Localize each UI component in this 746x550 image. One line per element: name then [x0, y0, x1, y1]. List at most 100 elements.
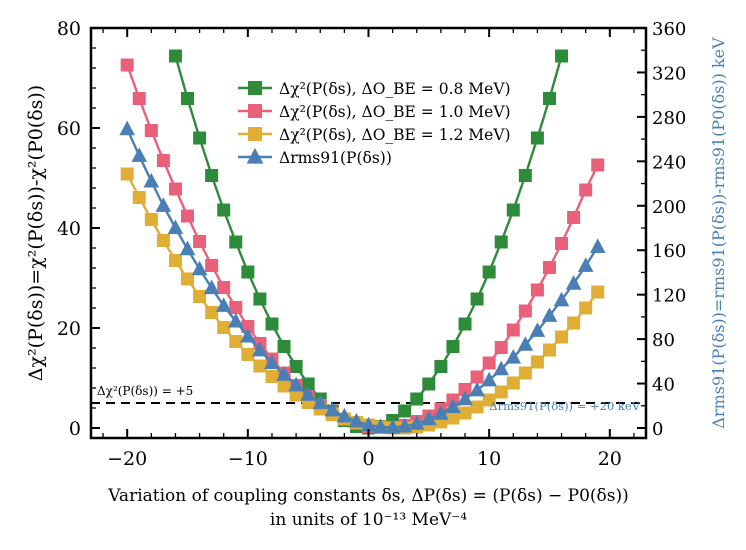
- y2-tick-label: 360: [652, 19, 686, 40]
- y2-tick-label: 40: [652, 375, 675, 396]
- data-point: [493, 360, 510, 376]
- data-point: [517, 336, 534, 351]
- data-point: [215, 297, 232, 312]
- data-point: [348, 412, 365, 428]
- data-point: [288, 376, 304, 392]
- data-point: [203, 279, 220, 295]
- data-point: [179, 240, 196, 256]
- data-point: [156, 154, 170, 167]
- data-point: [445, 398, 461, 414]
- data-point: [555, 330, 569, 344]
- data-point: [529, 322, 546, 337]
- x-tick-label: −20: [107, 448, 147, 470]
- data-point: [494, 235, 508, 249]
- data-point: [518, 366, 532, 380]
- data-point: [469, 381, 485, 397]
- data-point: [530, 283, 544, 297]
- data-point: [446, 340, 460, 353]
- data-point: [241, 320, 255, 333]
- data-point: [227, 312, 244, 328]
- data-point: [132, 92, 146, 105]
- legend-entry-0: Δχ²(P(δs), ΔO_BE = 0.8 MeV): [238, 80, 511, 98]
- y2-tick-label: 120: [652, 286, 686, 307]
- data-point: [446, 411, 460, 425]
- data-point: [229, 235, 243, 249]
- data-point: [506, 203, 520, 217]
- data-point: [253, 292, 267, 306]
- data-point: [120, 167, 134, 181]
- data-point: [193, 131, 207, 145]
- data-point: [168, 49, 182, 63]
- x-tick-label: −10: [228, 448, 268, 470]
- data-point: [168, 182, 182, 196]
- data-point: [193, 235, 207, 248]
- data-point: [168, 254, 182, 267]
- x-tick-label: 0: [362, 448, 374, 470]
- data-point: [494, 341, 508, 354]
- data-point: [506, 376, 520, 390]
- y-axis-label: Δχ²(P(δs))=χ²(P(δs))-χ²(P0(δs)): [25, 85, 47, 381]
- data-point: [217, 203, 231, 217]
- data-point: [470, 400, 484, 414]
- data-point: [433, 405, 449, 420]
- data-point: [458, 383, 472, 396]
- data-point: [205, 169, 219, 182]
- data-point: [131, 147, 148, 162]
- data-point: [470, 370, 484, 384]
- data-point: [470, 292, 484, 306]
- data-point: [506, 323, 520, 337]
- y2-tick-label: 240: [652, 152, 686, 173]
- data-point: [253, 359, 267, 373]
- data-point: [300, 386, 316, 401]
- data-point: [264, 354, 280, 370]
- data-point: [457, 390, 473, 406]
- data-point: [398, 404, 412, 418]
- legend-marker: [248, 104, 262, 118]
- legend-marker: [248, 127, 262, 141]
- data-point: [384, 418, 401, 434]
- data-point: [591, 158, 605, 172]
- x-tick-label: 10: [477, 448, 501, 470]
- x-axis-label-units: in units of 10⁻¹³ MeV⁻⁴: [270, 510, 467, 530]
- y2-tick-label: 200: [652, 197, 686, 218]
- data-point: [265, 317, 279, 331]
- data-point: [421, 410, 437, 426]
- data-point: [579, 301, 593, 315]
- data-point: [422, 377, 436, 391]
- y-tick-label: 40: [57, 218, 81, 240]
- data-point: [567, 211, 581, 224]
- data-point: [144, 124, 158, 137]
- y2-axis-label: Δrms91(P(δs))=rms91(P(δs))-rms91(P0(δs))…: [709, 37, 728, 429]
- legend-label: Δχ²(P(δs), ΔO_BE = 1.2 MeV): [279, 126, 511, 144]
- legend-entry-1: Δχ²(P(δs), ΔO_BE = 1.0 MeV): [238, 103, 511, 121]
- data-point: [542, 261, 556, 274]
- data-point: [541, 307, 558, 322]
- data-point: [144, 213, 158, 226]
- data-point: [530, 355, 544, 369]
- data-point: [408, 415, 425, 430]
- data-point: [482, 356, 496, 370]
- y2-tick-label: 160: [652, 241, 686, 262]
- data-point: [518, 169, 532, 182]
- data-point: [120, 58, 134, 72]
- y2-tick-label: 280: [652, 108, 686, 129]
- x-axis-label: Variation of coupling constants δs, ΔP(δ…: [107, 486, 629, 506]
- data-point: [553, 291, 570, 307]
- data-point: [324, 401, 341, 417]
- legend: Δχ²(P(δs), ΔO_BE = 0.8 MeV) Δχ²(P(δs), ΔO…: [238, 80, 511, 167]
- data-point: [530, 131, 544, 145]
- data-point: [132, 191, 146, 204]
- data-point: [591, 285, 605, 299]
- legend-entry-3: Δrms91(P(δs)): [238, 147, 392, 167]
- data-point: [155, 197, 172, 212]
- data-point: [301, 377, 315, 391]
- data-point: [181, 272, 195, 286]
- data-point: [458, 406, 472, 420]
- reference-label-rms: Δrms91(P(δs)) = +20 keV: [489, 399, 640, 413]
- data-point: [289, 388, 303, 402]
- y2-tick-label: 0: [652, 419, 663, 440]
- data-point: [217, 281, 231, 294]
- data-point: [289, 360, 303, 373]
- y2-tick-label: 320: [652, 63, 686, 84]
- data-point: [372, 418, 389, 434]
